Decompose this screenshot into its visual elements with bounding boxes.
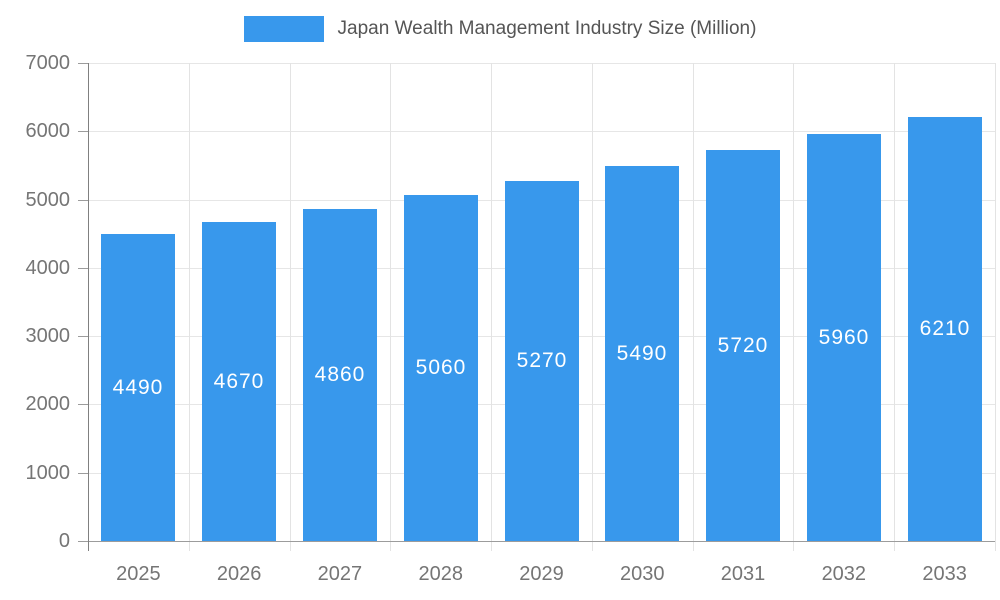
- legend[interactable]: Japan Wealth Management Industry Size (M…: [0, 16, 1000, 42]
- v-gridline: [289, 63, 291, 551]
- bar-2033[interactable]: 6210: [908, 117, 982, 541]
- x-axis-tick-label: 2025: [116, 563, 161, 585]
- bar-2031[interactable]: 5720: [706, 150, 780, 541]
- legend-swatch[interactable]: [243, 16, 324, 42]
- h-gridline: [88, 131, 995, 133]
- v-gridline: [692, 63, 694, 551]
- v-gridline: [793, 63, 795, 551]
- y-axis-tick-label: 4000: [25, 256, 71, 279]
- y-tick: [78, 199, 88, 201]
- bar-value-label: 4670: [213, 370, 265, 393]
- y-axis-tick-label: 7000: [25, 52, 71, 74]
- x-axis-tick-label: 2028: [418, 563, 463, 585]
- y-axis-tick-label: 1000: [25, 461, 71, 484]
- x-axis-tick-label: 2026: [216, 563, 262, 585]
- bar-2025[interactable]: 4490: [101, 234, 175, 541]
- y-tick: [78, 541, 88, 542]
- bar-value-label: 5960: [818, 326, 870, 349]
- y-tick: [78, 63, 88, 64]
- bar-value-label: 6210: [919, 317, 971, 340]
- x-axis-tick-label: 2030: [620, 563, 665, 585]
- bar-2032[interactable]: 5960: [807, 134, 881, 541]
- bar-value-label: 5490: [616, 342, 668, 365]
- bar-2029[interactable]: 5270: [505, 181, 579, 541]
- y-axis-tick-label: 0: [58, 530, 70, 552]
- bar-value-label: 5270: [516, 349, 568, 372]
- plot-area: 4490 4670 4860 5060 5270 5490 5720 5960 6210: [88, 63, 996, 551]
- y-axis-line: [88, 63, 89, 551]
- y-tick: [78, 404, 88, 406]
- x-axis-tick-label: 2033: [922, 563, 967, 585]
- y-tick: [78, 472, 88, 474]
- bar-value-label: 4490: [112, 376, 164, 399]
- bar-value-label: 4860: [314, 363, 366, 386]
- bar-2026[interactable]: 4670: [202, 222, 276, 541]
- v-gridline: [894, 63, 896, 551]
- bar-2028[interactable]: 5060: [404, 195, 478, 541]
- y-axis-tick-label: 2000: [25, 393, 71, 416]
- v-gridline: [491, 63, 493, 551]
- x-axis-tick-label: 2029: [519, 563, 564, 585]
- legend-label: Japan Wealth Management Industry Size (M…: [337, 18, 757, 39]
- bar-value-label: 5720: [717, 334, 769, 357]
- v-gridline: [995, 63, 996, 551]
- y-tick: [78, 267, 88, 269]
- v-gridline: [390, 63, 392, 551]
- x-axis-tick-label: 2031: [720, 563, 766, 585]
- y-axis-tick-label: 6000: [25, 120, 71, 143]
- x-axis-tick-label: 2027: [317, 563, 363, 585]
- h-gridline: [88, 63, 995, 64]
- x-axis-line: [88, 541, 995, 542]
- x-axis-tick-label: 2032: [821, 563, 867, 585]
- bar-2030[interactable]: 5490: [605, 166, 679, 541]
- y-axis-tick-label: 3000: [25, 325, 71, 348]
- y-tick: [78, 336, 88, 338]
- v-gridline: [188, 63, 190, 551]
- bar-value-label: 5060: [415, 356, 467, 379]
- v-gridline: [591, 63, 593, 551]
- y-axis-tick-label: 5000: [25, 188, 71, 211]
- y-tick: [78, 131, 88, 133]
- bar-2027[interactable]: 4860: [303, 209, 377, 541]
